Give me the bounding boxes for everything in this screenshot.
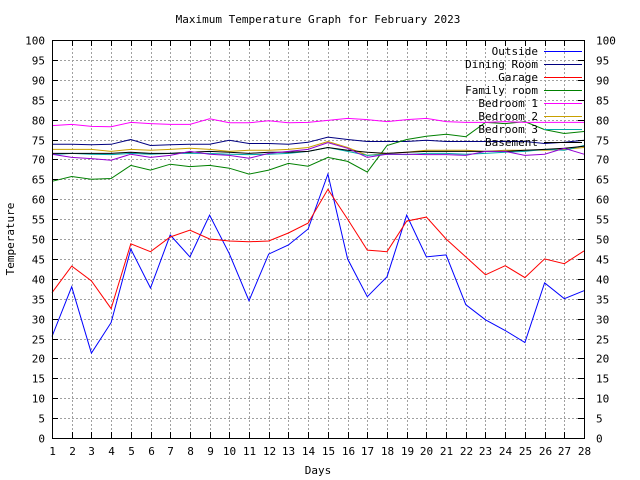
y2-tick-label: 80 (596, 115, 609, 128)
x-tick-label: 16 (342, 445, 355, 458)
y2-tick-label: 30 (596, 314, 609, 327)
x-tick-label: 21 (440, 445, 453, 458)
y2-tick-label: 5 (596, 413, 603, 426)
y2-tick-label: 25 (596, 334, 609, 347)
legend-label: Basement (485, 136, 538, 149)
x-tick-label: 1 (49, 445, 56, 458)
x-tick-label: 26 (539, 445, 552, 458)
y2-tick-label: 45 (596, 254, 609, 267)
x-tick-label: 17 (361, 445, 374, 458)
y2-tick-label: 70 (596, 154, 609, 167)
y2-tick-label: 50 (596, 234, 609, 247)
y2-tick-label: 85 (596, 95, 609, 108)
x-tick-label: 27 (558, 445, 571, 458)
x-tick-label: 10 (223, 445, 236, 458)
y-tick-label: 15 (32, 373, 45, 386)
legend-label: Dining Room (465, 58, 538, 71)
legend-label: Bedroom 1 (478, 97, 538, 110)
legend-label: Bedroom 3 (478, 123, 538, 136)
series-line (51, 117, 584, 128)
series-line (52, 140, 585, 156)
x-tick-label: 12 (263, 445, 276, 458)
y-tick-label: 35 (32, 294, 45, 307)
x-tick-label: 3 (88, 445, 95, 458)
y-tick-label: 90 (32, 75, 45, 88)
y-tick-label: 10 (32, 393, 45, 406)
y-tick-label: 70 (32, 154, 45, 167)
x-tick-label: 4 (108, 445, 115, 458)
x-tick-label: 20 (420, 445, 433, 458)
legend-label: Outside (492, 45, 538, 58)
x-tick-label: 28 (578, 445, 591, 458)
data-series (51, 117, 585, 355)
x-tick-label: 2 (69, 445, 76, 458)
series-line (52, 136, 585, 147)
y-tick-label: 75 (32, 135, 45, 148)
y2-tick-label: 90 (596, 75, 609, 88)
x-tick-label: 5 (128, 445, 135, 458)
y-tick-label: 25 (32, 334, 45, 347)
y-tick-label: 100 (25, 35, 45, 48)
x-tick-label: 14 (302, 445, 316, 458)
y-tick-label: 65 (32, 174, 45, 187)
y2-tick-label: 15 (596, 373, 609, 386)
x-tick-label: 19 (401, 445, 414, 458)
x-tick-label: 23 (479, 445, 492, 458)
series-line (51, 142, 585, 161)
x-axis-label: Days (305, 464, 332, 477)
series-line (51, 121, 585, 182)
x-tick-label: 24 (499, 445, 513, 458)
x-tick-label: 13 (282, 445, 295, 458)
y-tick-label: 0 (38, 433, 45, 446)
y-tick-label: 95 (32, 55, 45, 68)
x-tick-label: 7 (167, 445, 174, 458)
y2-tick-label: 20 (596, 353, 609, 366)
y-tick-label: 80 (32, 115, 45, 128)
x-tick-label: 6 (148, 445, 155, 458)
series-line (51, 172, 585, 355)
y-tick-label: 85 (32, 95, 45, 108)
legend-label: Garage (498, 71, 538, 84)
x-tick-label: 9 (207, 445, 214, 458)
x-tick-label: 22 (460, 445, 473, 458)
y-tick-label: 20 (32, 353, 45, 366)
y-tick-label: 40 (32, 274, 45, 287)
x-tick-label: 8 (187, 445, 194, 458)
grid-lines (52, 40, 584, 438)
y-tick-label: 50 (32, 234, 45, 247)
y2-tick-label: 10 (596, 393, 609, 406)
y2-tick-label: 65 (596, 174, 609, 187)
y2-tick-label: 55 (596, 214, 609, 227)
y2-tick-label: 75 (596, 135, 609, 148)
y-tick-label: 60 (32, 194, 45, 207)
x-tick-label: 25 (519, 445, 532, 458)
y2-tick-label: 95 (596, 55, 609, 68)
y2-tick-label: 60 (596, 194, 609, 207)
y2-tick-label: 35 (596, 294, 609, 307)
x-tick-label: 11 (243, 445, 256, 458)
x-tick-label: 18 (381, 445, 394, 458)
legend-label: Family room (465, 84, 538, 97)
y2-tick-label: 100 (596, 35, 616, 48)
y-tick-label: 30 (32, 314, 45, 327)
y2-tick-label: 40 (596, 274, 609, 287)
y-tick-label: 45 (32, 254, 45, 267)
series-line (51, 188, 585, 310)
y-axis-label: Temperature (4, 203, 17, 276)
y-tick-label: 55 (32, 214, 45, 227)
y2-tick-label: 0 (596, 433, 603, 446)
legend-label: Bedroom 2 (478, 110, 538, 123)
chart-title: Maximum Temperature Graph for February 2… (176, 13, 461, 26)
x-tick-label: 15 (322, 445, 335, 458)
y-tick-label: 5 (38, 413, 45, 426)
